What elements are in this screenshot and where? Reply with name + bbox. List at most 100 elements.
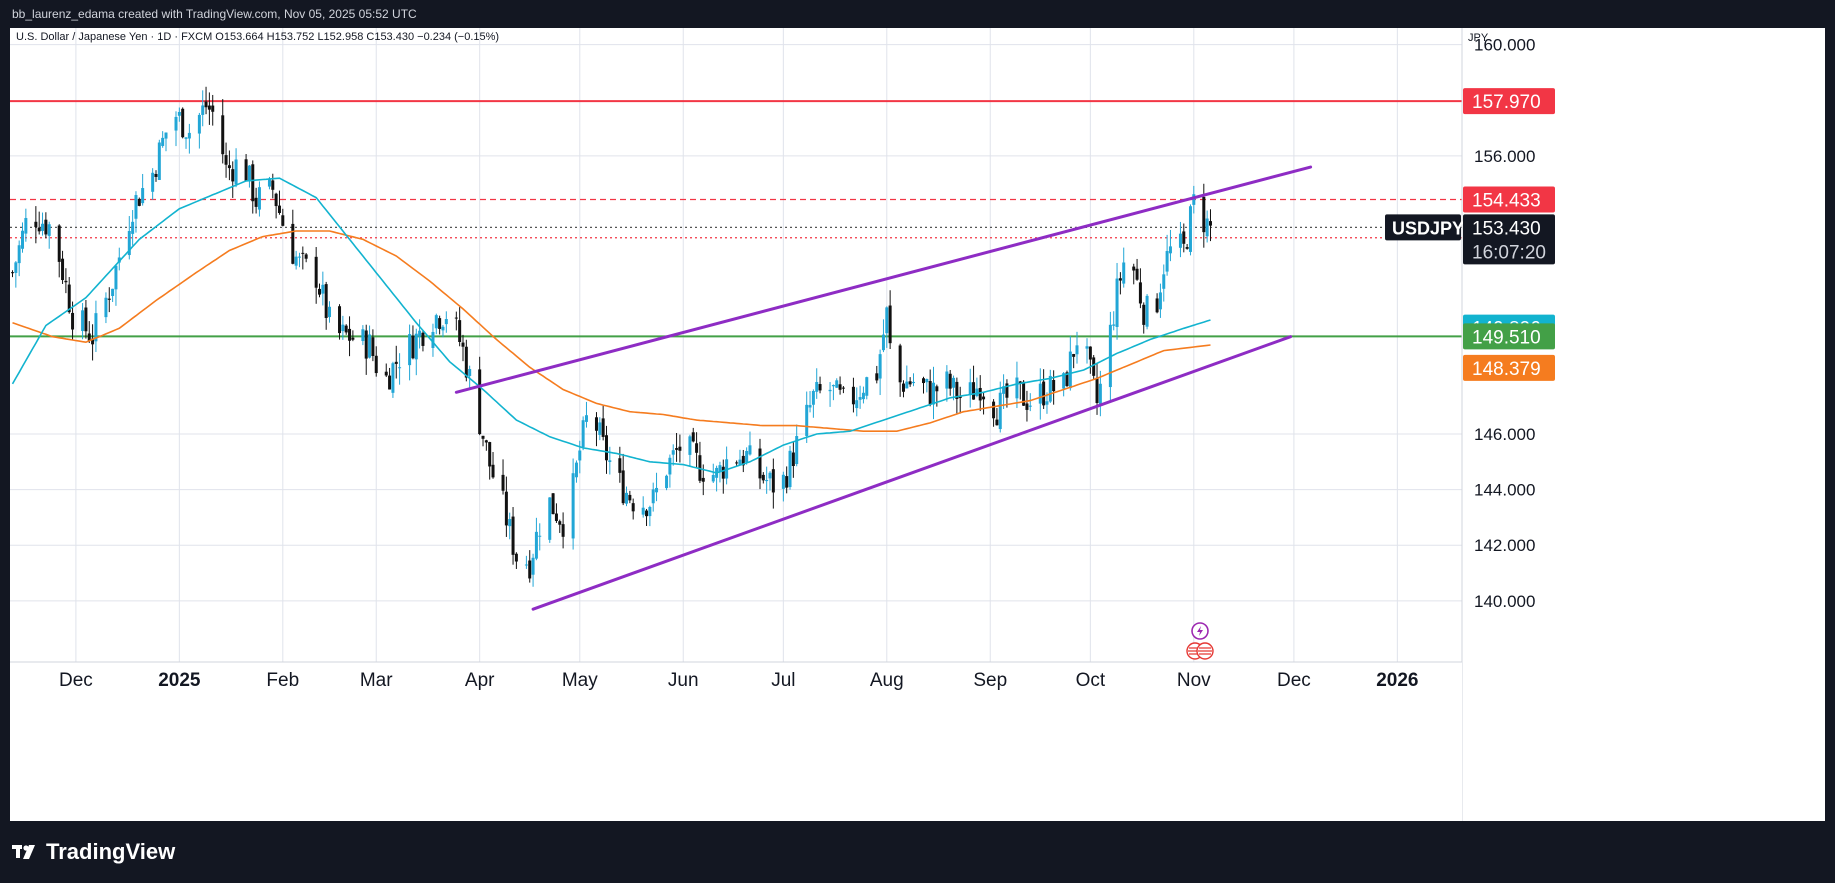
- candle-body[interactable]: [341, 324, 345, 332]
- candle-body[interactable]: [328, 306, 332, 318]
- candle-body[interactable]: [1132, 266, 1136, 271]
- candle-body[interactable]: [925, 379, 929, 383]
- candle-body[interactable]: [294, 256, 298, 266]
- candle-body[interactable]: [321, 284, 325, 294]
- candle-body[interactable]: [461, 342, 465, 347]
- lightning-event-icon[interactable]: [1191, 622, 1209, 640]
- candle-body[interactable]: [558, 521, 562, 525]
- candle-body[interactable]: [818, 384, 822, 391]
- candle-body[interactable]: [481, 435, 485, 439]
- candle-body[interactable]: [861, 392, 865, 400]
- candle-body[interactable]: [878, 354, 882, 379]
- candle-body[interactable]: [581, 420, 585, 448]
- candle-body[interactable]: [1092, 357, 1096, 376]
- candle-body[interactable]: [618, 458, 622, 473]
- candle-body[interactable]: [905, 381, 909, 389]
- candle-body[interactable]: [922, 378, 926, 384]
- candle-body[interactable]: [665, 475, 669, 489]
- candle-body[interactable]: [414, 333, 418, 360]
- candle-body[interactable]: [995, 419, 999, 426]
- candle-body[interactable]: [87, 333, 91, 341]
- candle-body[interactable]: [841, 387, 845, 389]
- candle-body[interactable]: [104, 297, 108, 318]
- candle-body[interactable]: [394, 361, 398, 364]
- candle-body[interactable]: [932, 382, 936, 405]
- candle-body[interactable]: [314, 256, 318, 288]
- candle-body[interactable]: [811, 391, 815, 405]
- candle-body[interactable]: [1155, 298, 1159, 313]
- candle-body[interactable]: [628, 494, 632, 501]
- candle-body[interactable]: [1192, 194, 1196, 205]
- candle-body[interactable]: [398, 367, 402, 369]
- candle-body[interactable]: [675, 448, 679, 450]
- candle-body[interactable]: [1098, 383, 1102, 406]
- candle-body[interactable]: [945, 371, 949, 389]
- candle-body[interactable]: [531, 557, 535, 575]
- candle-body[interactable]: [621, 470, 625, 504]
- candle-body[interactable]: [551, 493, 555, 515]
- slow-moving-average-line[interactable]: [12, 230, 1211, 432]
- candle-body[interactable]: [47, 224, 51, 236]
- candle-body[interactable]: [408, 334, 412, 366]
- time-tick-label[interactable]: 2025: [158, 670, 201, 691]
- candle-body[interactable]: [1052, 380, 1056, 392]
- candle-body[interactable]: [34, 221, 38, 228]
- candle-body[interactable]: [881, 334, 885, 351]
- candle-body[interactable]: [898, 345, 902, 383]
- time-tick-label[interactable]: Sep: [973, 670, 1007, 691]
- candle-body[interactable]: [982, 396, 986, 400]
- us-flag-event-icon[interactable]: [1196, 642, 1214, 660]
- candle-body[interactable]: [1002, 386, 1006, 394]
- candle-body[interactable]: [17, 245, 21, 264]
- candle-body[interactable]: [1062, 373, 1066, 389]
- candle-body[interactable]: [247, 165, 251, 182]
- time-tick-label[interactable]: Aug: [870, 670, 904, 691]
- candle-body[interactable]: [514, 553, 518, 562]
- lower-channel-line[interactable]: [531, 335, 1293, 611]
- candle-body[interactable]: [338, 306, 342, 334]
- candle-body[interactable]: [911, 381, 915, 384]
- candle-body[interactable]: [157, 142, 161, 180]
- time-tick-label[interactable]: Mar: [360, 670, 393, 691]
- candle-body[interactable]: [391, 363, 395, 393]
- candle-body[interactable]: [107, 298, 111, 300]
- candle-body[interactable]: [464, 346, 468, 378]
- candle-body[interactable]: [771, 469, 775, 493]
- candle-body[interactable]: [267, 178, 271, 187]
- candle-body[interactable]: [478, 369, 482, 435]
- candle-body[interactable]: [421, 332, 425, 346]
- candle-body[interactable]: [1202, 196, 1206, 233]
- candle-body[interactable]: [1162, 274, 1166, 289]
- time-tick-label[interactable]: Nov: [1177, 670, 1211, 691]
- candle-body[interactable]: [594, 417, 598, 431]
- candle-body[interactable]: [1072, 354, 1076, 357]
- candle-body[interactable]: [671, 450, 675, 455]
- candle-body[interactable]: [578, 450, 582, 461]
- candle-body[interactable]: [491, 464, 495, 478]
- candle-body[interactable]: [207, 105, 211, 110]
- candle-body[interactable]: [271, 180, 275, 190]
- candle-body[interactable]: [81, 310, 85, 331]
- candle-body[interactable]: [735, 462, 739, 464]
- candle-body[interactable]: [785, 476, 789, 488]
- price-level-tag[interactable]: [1463, 354, 1555, 381]
- candle-body[interactable]: [434, 315, 438, 329]
- candle-body[interactable]: [758, 448, 762, 479]
- candle-body[interactable]: [972, 382, 976, 400]
- candle-body[interactable]: [768, 472, 772, 479]
- candle-body[interactable]: [67, 284, 71, 313]
- candle-body[interactable]: [388, 375, 392, 390]
- time-tick-label[interactable]: 2026: [1376, 670, 1418, 691]
- candle-body[interactable]: [411, 335, 415, 359]
- candle-body[interactable]: [601, 418, 605, 437]
- candle-body[interactable]: [828, 389, 832, 392]
- candle-body[interactable]: [141, 188, 145, 204]
- candle-body[interactable]: [224, 155, 228, 165]
- candle-body[interactable]: [1085, 346, 1089, 349]
- candle-body[interactable]: [1158, 292, 1162, 310]
- candle-body[interactable]: [998, 392, 1002, 430]
- candle-body[interactable]: [524, 564, 528, 566]
- candle-body[interactable]: [761, 474, 765, 481]
- candle-body[interactable]: [257, 187, 261, 210]
